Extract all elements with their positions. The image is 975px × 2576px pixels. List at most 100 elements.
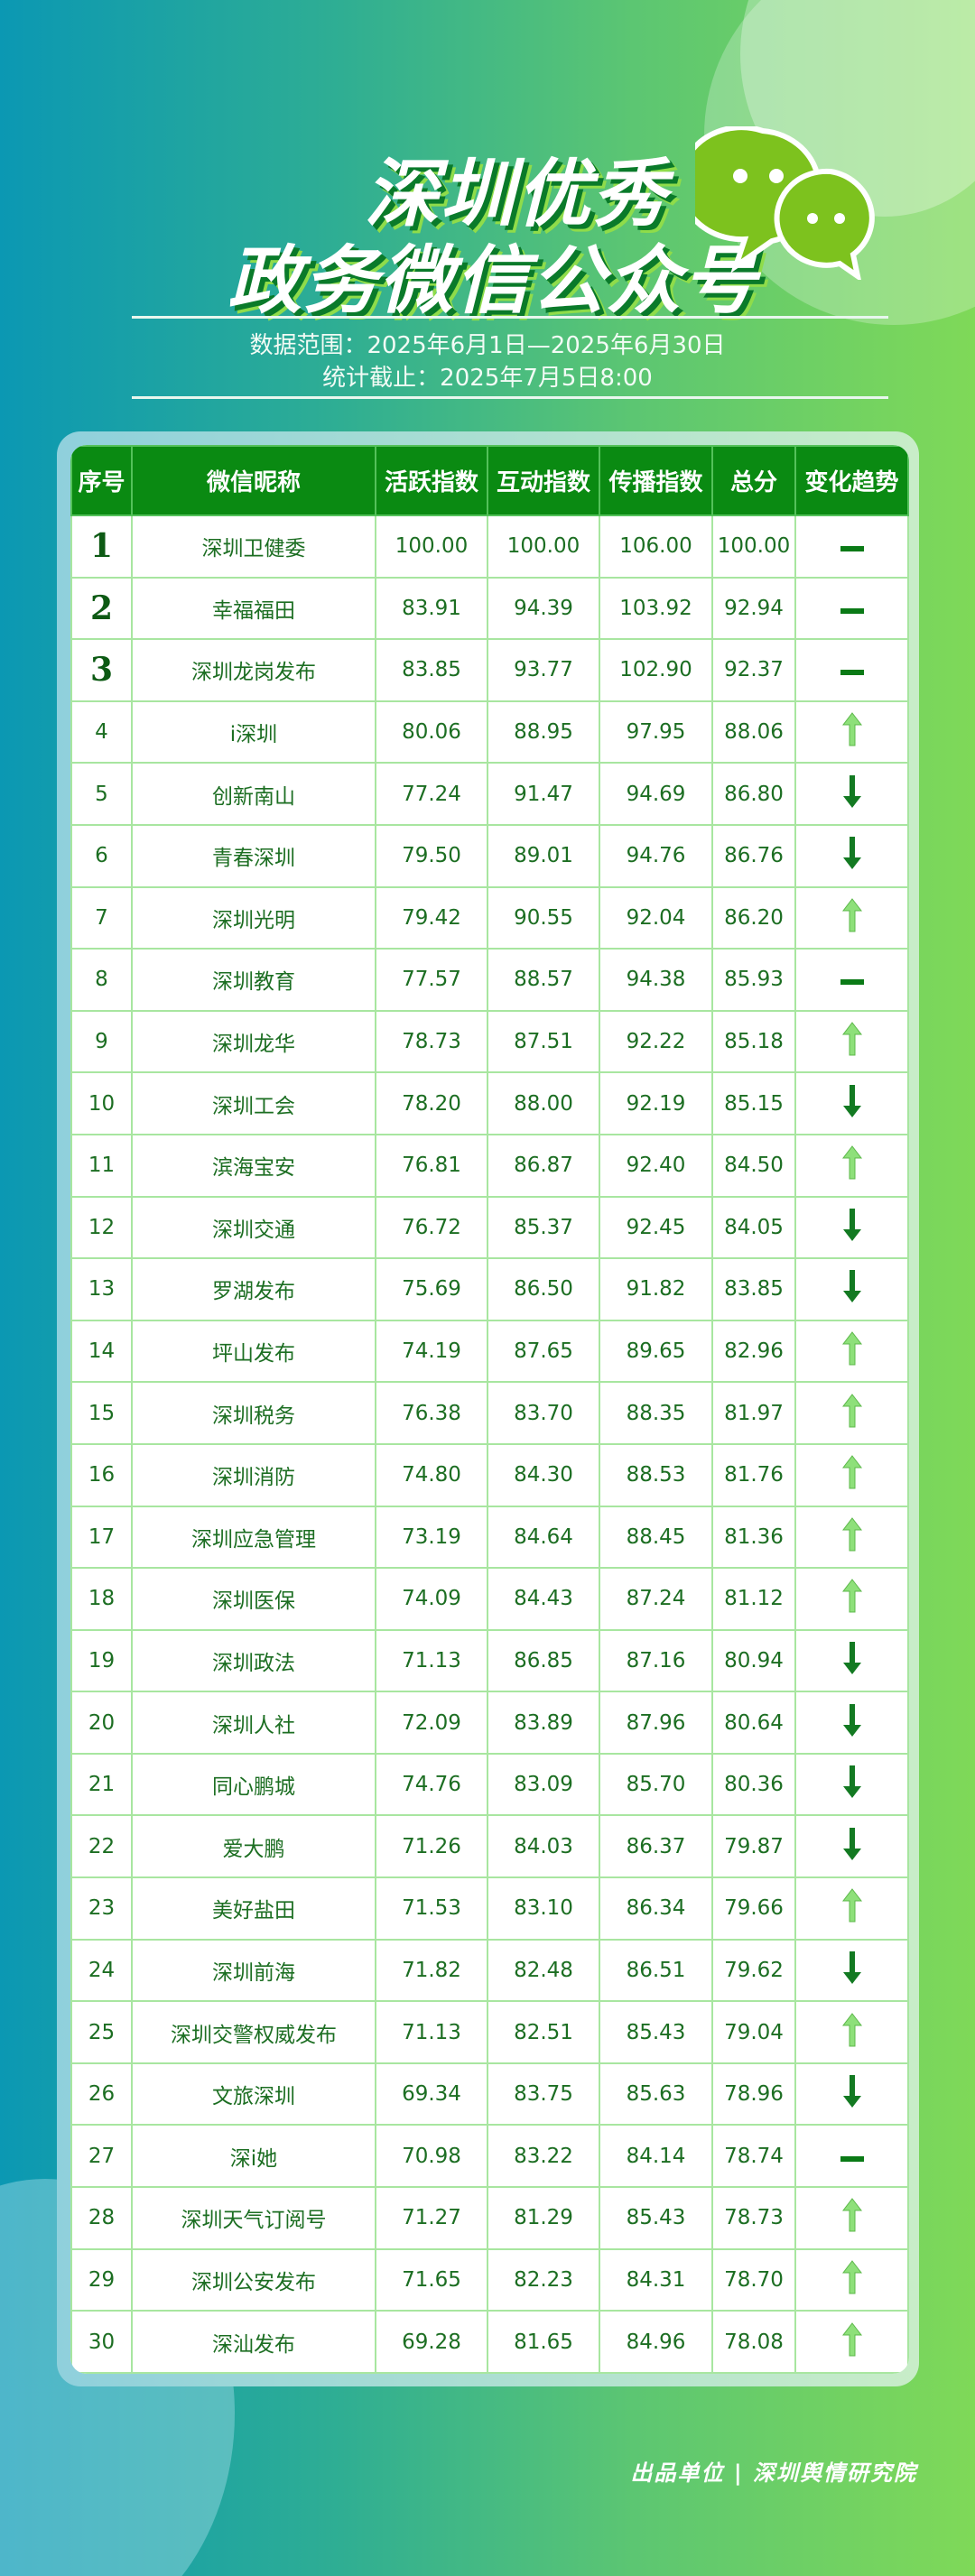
cell-trend	[794, 1133, 909, 1198]
cell-interaction-index: 87.65	[487, 1319, 600, 1384]
cell-activity-index: 79.50	[375, 823, 488, 888]
cell-interaction-index: 100.00	[487, 514, 600, 579]
cell-interaction-index: 84.30	[487, 1442, 600, 1507]
cell-interaction-index: 81.29	[487, 2186, 600, 2250]
cell-trend	[794, 1938, 909, 2003]
table-header: 序号 微信昵称 活跃指数 互动指数 传播指数 总分 变化趋势	[70, 445, 909, 516]
table-row: 29 深圳公安发布 71.65 82.23 84.31 78.70	[70, 2247, 909, 2312]
cell-nickname: 深圳公安发布	[131, 2247, 376, 2312]
cell-activity-index: 71.26	[375, 1814, 488, 1879]
table-row: 21 同心鹏城 74.76 83.09 85.70 80.36	[70, 1752, 909, 1817]
cell-trend	[794, 1814, 909, 1879]
cell-trend	[794, 1071, 909, 1135]
cell-total-score: 83.85	[711, 1257, 796, 1321]
cell-total-score: 86.20	[711, 885, 796, 950]
cell-nickname: 深圳龙岗发布	[131, 638, 376, 702]
table-row: 20 深圳人社 72.09 83.89 87.96 80.64	[70, 1691, 909, 1755]
cell-activity-index: 80.06	[375, 700, 488, 764]
cell-interaction-index: 83.10	[487, 1876, 600, 1941]
flat-dash-icon	[840, 2155, 864, 2162]
cell-total-score: 86.80	[711, 762, 796, 826]
header-interaction-index: 互动指数	[487, 445, 600, 516]
cell-trend	[794, 762, 909, 826]
cell-interaction-index: 90.55	[487, 885, 600, 950]
cell-rank: 21	[70, 1752, 133, 1817]
arrow-up-icon	[841, 712, 862, 746]
cell-interaction-index: 88.00	[487, 1071, 600, 1135]
arrow-up-icon	[841, 2321, 862, 2357]
cell-rank: 1	[70, 514, 133, 579]
cell-interaction-index: 84.64	[487, 1505, 600, 1570]
arrow-up-icon	[841, 1579, 862, 1613]
cell-interaction-index: 82.51	[487, 2000, 600, 2064]
cell-interaction-index: 83.22	[487, 2124, 600, 2189]
arrow-down-icon	[842, 837, 861, 870]
cell-rank: 27	[70, 2124, 133, 2189]
cell-activity-index: 71.65	[375, 2247, 488, 2312]
cell-nickname: 深圳卫健委	[131, 514, 376, 579]
cell-total-score: 78.74	[711, 2124, 796, 2189]
cell-activity-index: 78.20	[375, 1071, 488, 1135]
table-row: 16 深圳消防 74.80 84.30 88.53 81.76	[70, 1442, 909, 1507]
cell-activity-index: 71.82	[375, 1938, 488, 2003]
cell-total-score: 78.70	[711, 2247, 796, 2312]
cell-nickname: 深i她	[131, 2124, 376, 2189]
header-activity-index: 活跃指数	[375, 445, 488, 516]
cell-nickname: 深圳前海	[131, 1938, 376, 2003]
cell-total-score: 85.15	[711, 1071, 796, 1135]
cell-spread-index: 85.70	[599, 1752, 713, 1817]
arrow-up-icon	[841, 1455, 862, 1489]
arrow-up-icon	[841, 1145, 862, 1180]
arrow-down-icon	[842, 1208, 861, 1241]
table-row: 30 深汕发布 69.28 81.65 84.96 78.08	[70, 2310, 909, 2374]
arrow-up-icon	[841, 1331, 862, 1366]
cell-rank: 26	[70, 2062, 133, 2127]
cell-trend	[794, 1505, 909, 1570]
cell-nickname: 文旅深圳	[131, 2062, 376, 2127]
cell-activity-index: 76.81	[375, 1133, 488, 1198]
cell-activity-index: 69.34	[375, 2062, 488, 2127]
flat-dash-icon	[840, 607, 864, 614]
cell-trend	[794, 1876, 909, 1941]
cell-rank: 12	[70, 1195, 133, 1260]
cell-rank: 24	[70, 1938, 133, 2003]
cell-activity-index: 79.42	[375, 885, 488, 950]
cell-interaction-index: 87.51	[487, 1009, 600, 1074]
cell-nickname: 深圳税务	[131, 1381, 376, 1445]
cell-spread-index: 92.45	[599, 1195, 713, 1260]
cell-spread-index: 94.38	[599, 948, 713, 1012]
cell-total-score: 80.64	[711, 1691, 796, 1755]
cell-spread-index: 106.00	[599, 514, 713, 579]
cell-total-score: 88.06	[711, 700, 796, 764]
table-row: 22 爱大鹏 71.26 84.03 86.37 79.87	[70, 1814, 909, 1879]
flat-dash-icon	[840, 546, 864, 552]
cell-trend	[794, 1009, 909, 1074]
cell-trend	[794, 2062, 909, 2127]
cell-nickname: 深圳应急管理	[131, 1505, 376, 1570]
header-rank: 序号	[70, 445, 133, 516]
ranking-panel: 序号 微信昵称 活跃指数 互动指数 传播指数 总分 变化趋势 1 深圳卫健委 100.00 100…	[57, 431, 919, 2386]
cell-total-score: 78.08	[711, 2310, 796, 2374]
cell-spread-index: 86.34	[599, 1876, 713, 1941]
cell-nickname: 深圳政法	[131, 1628, 376, 1693]
cell-rank: 14	[70, 1319, 133, 1384]
cell-interaction-index: 84.43	[487, 1567, 600, 1631]
cell-rank: 23	[70, 1876, 133, 1941]
cell-activity-index: 76.38	[375, 1381, 488, 1445]
cell-interaction-index: 93.77	[487, 638, 600, 702]
header-spread-index: 传播指数	[599, 445, 713, 516]
cell-interaction-index: 88.57	[487, 948, 600, 1012]
cell-activity-index: 74.19	[375, 1319, 488, 1384]
cell-nickname: 深汕发布	[131, 2310, 376, 2374]
arrow-up-icon	[841, 2260, 862, 2294]
cell-rank: 7	[70, 885, 133, 950]
cell-trend	[794, 948, 909, 1012]
table-row: 2 幸福福田 83.91 94.39 103.92 92.94	[70, 576, 909, 641]
cell-nickname: 同心鹏城	[131, 1752, 376, 1817]
cell-rank: 4	[70, 700, 133, 764]
table-row: 11 滨海宝安 76.81 86.87 92.40 84.50	[70, 1133, 909, 1198]
cell-spread-index: 84.14	[599, 2124, 713, 2189]
table-row: 28 深圳天气订阅号 71.27 81.29 85.43 78.73	[70, 2186, 909, 2250]
divider	[132, 316, 888, 319]
cell-spread-index: 91.82	[599, 1257, 713, 1321]
